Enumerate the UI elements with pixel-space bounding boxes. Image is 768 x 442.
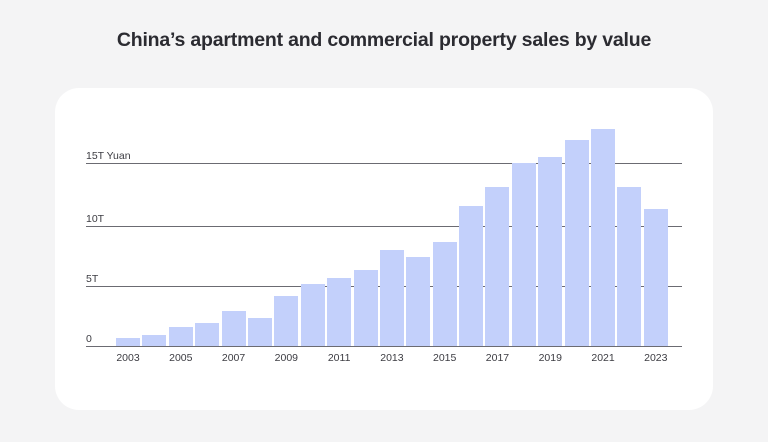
y-axis-label-15t: 15T Yuan (86, 150, 131, 162)
bar-slot (538, 128, 563, 346)
bar[interactable] (617, 187, 642, 346)
bar[interactable] (485, 187, 510, 346)
bar[interactable] (195, 322, 220, 346)
y-axis-label-10t: 10T (86, 213, 105, 225)
gridline-15t (86, 163, 682, 164)
x-axis-tick-label: 2023 (644, 352, 668, 364)
bar-slot (142, 128, 167, 346)
bar-slot (116, 128, 140, 346)
bar-slot (485, 128, 510, 346)
bar[interactable] (511, 163, 536, 346)
bar-slot (432, 128, 457, 346)
x-axis-tick-label: 2009 (274, 352, 299, 364)
x-axis-tick-label: 2017 (485, 352, 510, 364)
bar-slot (247, 128, 272, 346)
x-axis-tick-label: 2005 (169, 352, 193, 364)
bar-slot (406, 128, 431, 346)
bar-slot (617, 128, 642, 346)
bar[interactable] (564, 139, 589, 346)
bar-slot (168, 128, 193, 346)
bar-slot (643, 128, 668, 346)
bar[interactable] (300, 283, 325, 346)
bar[interactable] (168, 327, 193, 346)
y-axis-label-5t: 5T (86, 273, 99, 285)
bar-slot (221, 128, 246, 346)
bar-slot (564, 128, 589, 346)
bar[interactable] (247, 317, 272, 346)
bar[interactable] (274, 295, 299, 346)
bar[interactable] (591, 128, 616, 346)
gridline-10t (86, 226, 682, 227)
bar[interactable] (116, 338, 140, 346)
bar-slot (459, 128, 484, 346)
bar[interactable] (221, 310, 246, 346)
bar-slot (300, 128, 325, 346)
bar[interactable] (327, 277, 352, 346)
x-axis-tick-label: 2015 (433, 352, 457, 364)
page-title: China’s apartment and commercial propert… (116, 29, 652, 51)
x-axis-tick-label: 2007 (221, 352, 246, 364)
plot-area: 15T Yuan 10T 5T 0 2003 2005 2007 2009 2011 20… (86, 128, 682, 364)
bar-series (116, 128, 668, 346)
bar-slot (327, 128, 352, 346)
bar-slot (511, 128, 536, 346)
y-axis-label-0: 0 (86, 333, 92, 345)
bar[interactable] (459, 205, 484, 346)
chart-card: 15T Yuan 10T 5T 0 2003 2005 2007 2009 2011 20… (55, 88, 713, 410)
bar-slot (274, 128, 299, 346)
bar[interactable] (538, 156, 563, 346)
x-axis-tick-label: 2021 (591, 352, 615, 364)
x-axis-tick-label: 2013 (380, 352, 404, 364)
x-axis-tick-label: 2019 (538, 352, 562, 364)
bar[interactable] (643, 209, 668, 346)
bar[interactable] (379, 249, 404, 346)
x-axis-tick-label: 2011 (327, 352, 351, 364)
bar[interactable] (432, 242, 457, 346)
bar[interactable] (353, 270, 378, 346)
bar-slot (379, 128, 404, 346)
x-axis-tick-label: 2003 (116, 352, 140, 364)
bar-slot (591, 128, 616, 346)
bar-slot (353, 128, 378, 346)
bar[interactable] (406, 256, 431, 346)
bar[interactable] (142, 335, 167, 346)
bar-slot (195, 128, 220, 346)
gridline-0-baseline (86, 346, 682, 347)
